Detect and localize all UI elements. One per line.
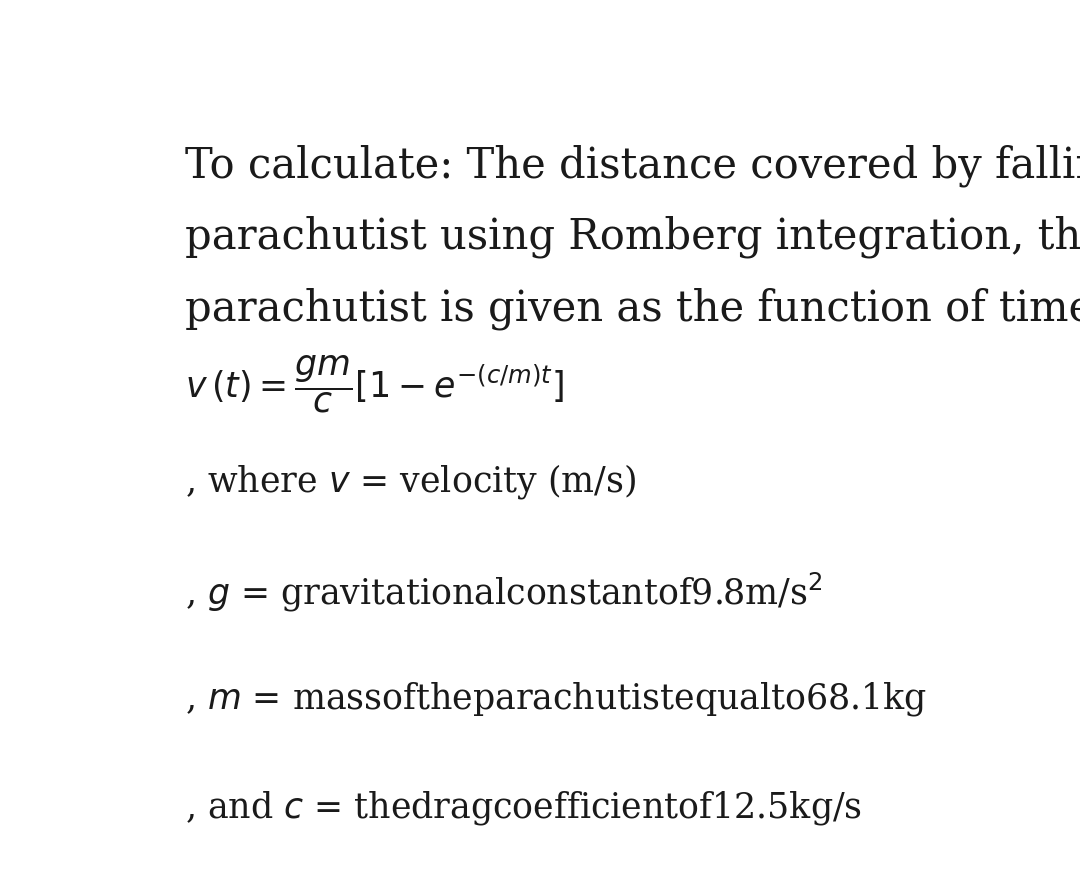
Text: parachutist is given as the function of time,: parachutist is given as the function of … — [186, 287, 1080, 330]
Text: , and $c$ = thedragcoefficientof12.5kg/s: , and $c$ = thedragcoefficientof12.5kg/s — [186, 788, 862, 826]
Text: $v\,(t) = \dfrac{gm}{c}\left[1 - e^{-(c/m)t}\right]$: $v\,(t) = \dfrac{gm}{c}\left[1 - e^{-(c/… — [186, 353, 564, 415]
Text: To calculate: The distance covered by falling: To calculate: The distance covered by fa… — [186, 144, 1080, 186]
Text: , $m$ = massoftheparachutistequalto68.1kg: , $m$ = massoftheparachutistequalto68.1k… — [186, 679, 928, 717]
Text: parachutist using Romberg integration, the: parachutist using Romberg integration, t… — [186, 215, 1080, 258]
Text: , $g$ = gravitationalconstantof9.8m/s$^2$: , $g$ = gravitationalconstantof9.8m/s$^2… — [186, 571, 823, 613]
Text: , where $v$ = velocity (m/s): , where $v$ = velocity (m/s) — [186, 462, 636, 501]
